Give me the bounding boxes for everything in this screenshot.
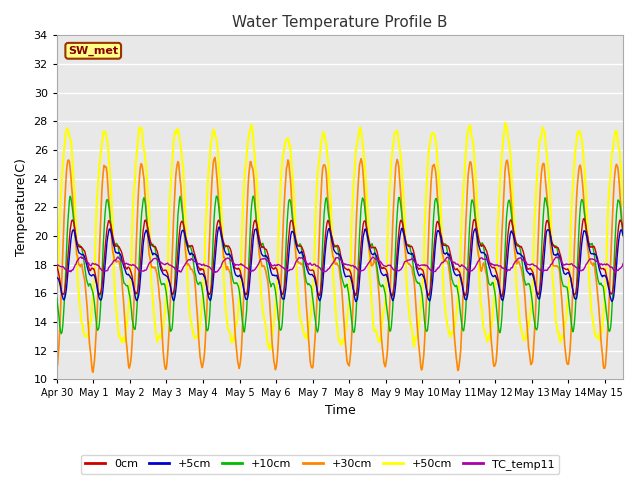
TC_temp11: [253, 264, 260, 269]
+10cm: [58, 331, 65, 336]
+30cm: [620, 234, 627, 240]
+30cm: [211, 155, 219, 160]
+50cm: [620, 203, 627, 209]
0cm: [620, 227, 627, 232]
Line: +50cm: +50cm: [57, 123, 623, 349]
0cm: [430, 243, 438, 249]
+5cm: [432, 240, 440, 246]
+30cm: [400, 233, 408, 239]
+10cm: [432, 196, 440, 202]
+30cm: [432, 168, 440, 174]
+10cm: [120, 280, 128, 286]
+30cm: [253, 226, 260, 232]
0cm: [120, 256, 127, 262]
+50cm: [266, 347, 273, 352]
+30cm: [53, 366, 61, 372]
TC_temp11: [211, 270, 218, 276]
+50cm: [501, 120, 509, 126]
TC_temp11: [400, 261, 408, 267]
Line: +5cm: +5cm: [57, 227, 623, 301]
+10cm: [224, 246, 232, 252]
TC_temp11: [275, 262, 282, 267]
+50cm: [53, 292, 61, 298]
+10cm: [53, 296, 61, 301]
+10cm: [400, 230, 408, 236]
TC_temp11: [620, 261, 627, 266]
+50cm: [120, 336, 127, 341]
+5cm: [400, 231, 408, 237]
+5cm: [224, 251, 232, 257]
TC_temp11: [120, 260, 128, 266]
TC_temp11: [225, 255, 233, 261]
+5cm: [53, 275, 61, 280]
TC_temp11: [432, 268, 440, 274]
0cm: [498, 294, 506, 300]
+10cm: [275, 316, 282, 322]
Title: Water Temperature Profile B: Water Temperature Profile B: [232, 15, 448, 30]
+50cm: [252, 166, 259, 171]
Line: +30cm: +30cm: [57, 157, 623, 372]
0cm: [580, 216, 588, 221]
+5cm: [216, 224, 223, 230]
0cm: [399, 220, 406, 226]
Legend: 0cm, +5cm, +10cm, +30cm, +50cm, TC_temp11: 0cm, +5cm, +10cm, +30cm, +50cm, TC_temp1…: [81, 455, 559, 474]
Line: +10cm: +10cm: [57, 196, 623, 334]
Y-axis label: Temperature(C): Temperature(C): [15, 158, 28, 256]
TC_temp11: [53, 263, 61, 268]
0cm: [273, 266, 281, 272]
0cm: [53, 263, 61, 269]
+30cm: [120, 305, 128, 311]
+5cm: [120, 262, 127, 268]
+30cm: [275, 338, 282, 344]
Text: SW_met: SW_met: [68, 46, 118, 56]
+30cm: [225, 267, 233, 273]
0cm: [223, 243, 231, 249]
+5cm: [252, 226, 260, 232]
+5cm: [352, 299, 360, 304]
Line: TC_temp11: TC_temp11: [57, 257, 623, 273]
+50cm: [399, 186, 407, 192]
+30cm: [89, 370, 97, 375]
Line: 0cm: 0cm: [57, 218, 623, 297]
X-axis label: Time: Time: [324, 404, 355, 417]
+10cm: [620, 232, 627, 238]
+50cm: [223, 321, 231, 327]
TC_temp11: [77, 254, 85, 260]
+10cm: [253, 222, 260, 228]
+10cm: [250, 193, 257, 199]
+5cm: [274, 276, 282, 281]
+50cm: [431, 132, 438, 138]
+50cm: [274, 270, 282, 276]
+5cm: [620, 232, 627, 238]
0cm: [252, 217, 259, 223]
